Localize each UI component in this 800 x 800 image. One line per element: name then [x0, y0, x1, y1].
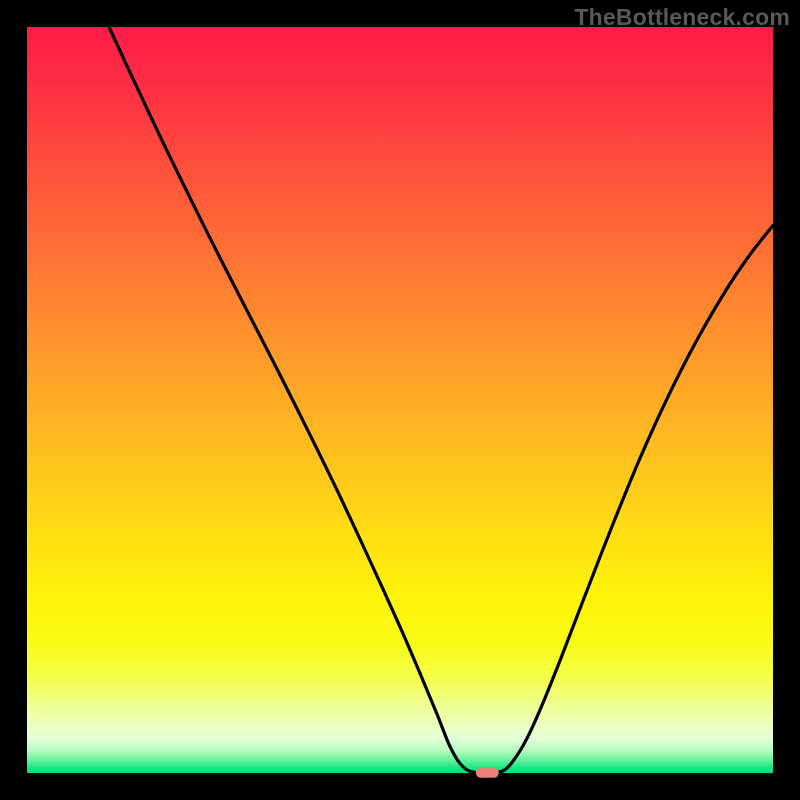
watermark-text: TheBottleneck.com — [574, 4, 790, 31]
bottleneck-curve — [109, 27, 773, 773]
chart-svg — [27, 27, 773, 773]
dip-marker — [476, 768, 498, 778]
gradient-background — [27, 27, 773, 773]
plot-area — [27, 27, 773, 773]
chart-frame: TheBottleneck.com — [0, 0, 800, 800]
